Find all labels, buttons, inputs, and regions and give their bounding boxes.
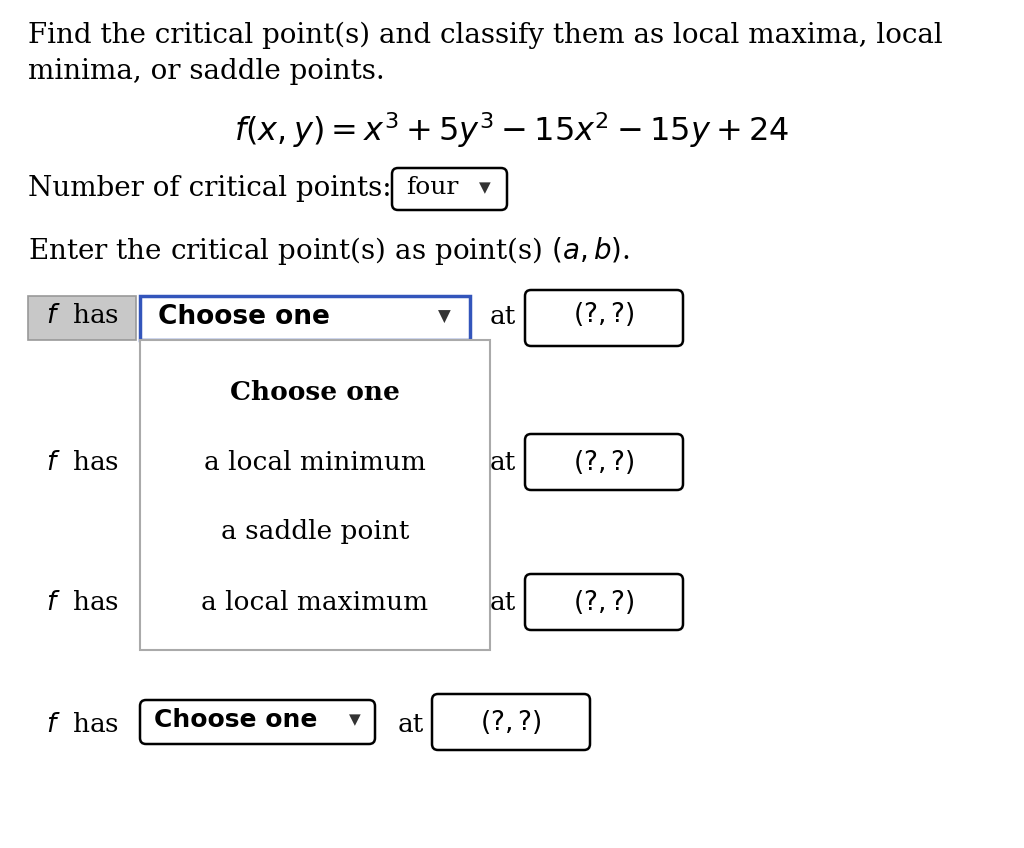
Text: at: at (490, 589, 516, 615)
Text: $f$  has: $f$ has (45, 712, 119, 737)
Text: $f(x, y) = x^3 + 5y^3 - 15x^2 - 15y + 24$: $f(x, y) = x^3 + 5y^3 - 15x^2 - 15y + 24… (234, 110, 790, 150)
Text: ▼: ▼ (349, 712, 360, 727)
Text: Choose one: Choose one (154, 708, 317, 732)
FancyBboxPatch shape (525, 574, 683, 630)
Text: $f$  has: $f$ has (45, 303, 119, 328)
Text: a local minimum: a local minimum (204, 449, 426, 475)
FancyBboxPatch shape (525, 290, 683, 346)
FancyBboxPatch shape (392, 168, 507, 210)
Text: Choose one: Choose one (230, 380, 400, 404)
Text: $(?, ?)$: $(?, ?)$ (573, 448, 635, 476)
FancyBboxPatch shape (525, 434, 683, 490)
Text: $f$  has: $f$ has (45, 449, 119, 475)
FancyBboxPatch shape (432, 694, 590, 750)
Text: at: at (490, 304, 516, 329)
FancyBboxPatch shape (140, 700, 375, 744)
Text: Enter the critical point(s) as point(s) $(a, b)$.: Enter the critical point(s) as point(s) … (28, 235, 630, 267)
Bar (140, 340, 490, 650)
Text: a local maximum: a local maximum (202, 589, 429, 615)
Text: $(?, ?)$: $(?, ?)$ (573, 588, 635, 616)
Text: at: at (490, 449, 516, 475)
Text: $(?, ?)$: $(?, ?)$ (573, 300, 635, 328)
Text: ▼: ▼ (437, 308, 451, 326)
Bar (28, 296, 136, 340)
Text: four: four (406, 176, 459, 199)
Text: $f$  has: $f$ has (45, 589, 119, 615)
Text: minima, or saddle points.: minima, or saddle points. (28, 58, 385, 85)
Text: Number of critical points:: Number of critical points: (28, 175, 391, 202)
Text: Find the critical point(s) and classify them as local maxima, local: Find the critical point(s) and classify … (28, 22, 943, 49)
Text: ▼: ▼ (479, 180, 490, 195)
Text: a saddle point: a saddle point (221, 520, 410, 544)
Text: at: at (398, 712, 424, 737)
Bar (140, 296, 470, 340)
Text: $(?, ?)$: $(?, ?)$ (480, 708, 542, 736)
Text: Choose one: Choose one (158, 304, 330, 330)
